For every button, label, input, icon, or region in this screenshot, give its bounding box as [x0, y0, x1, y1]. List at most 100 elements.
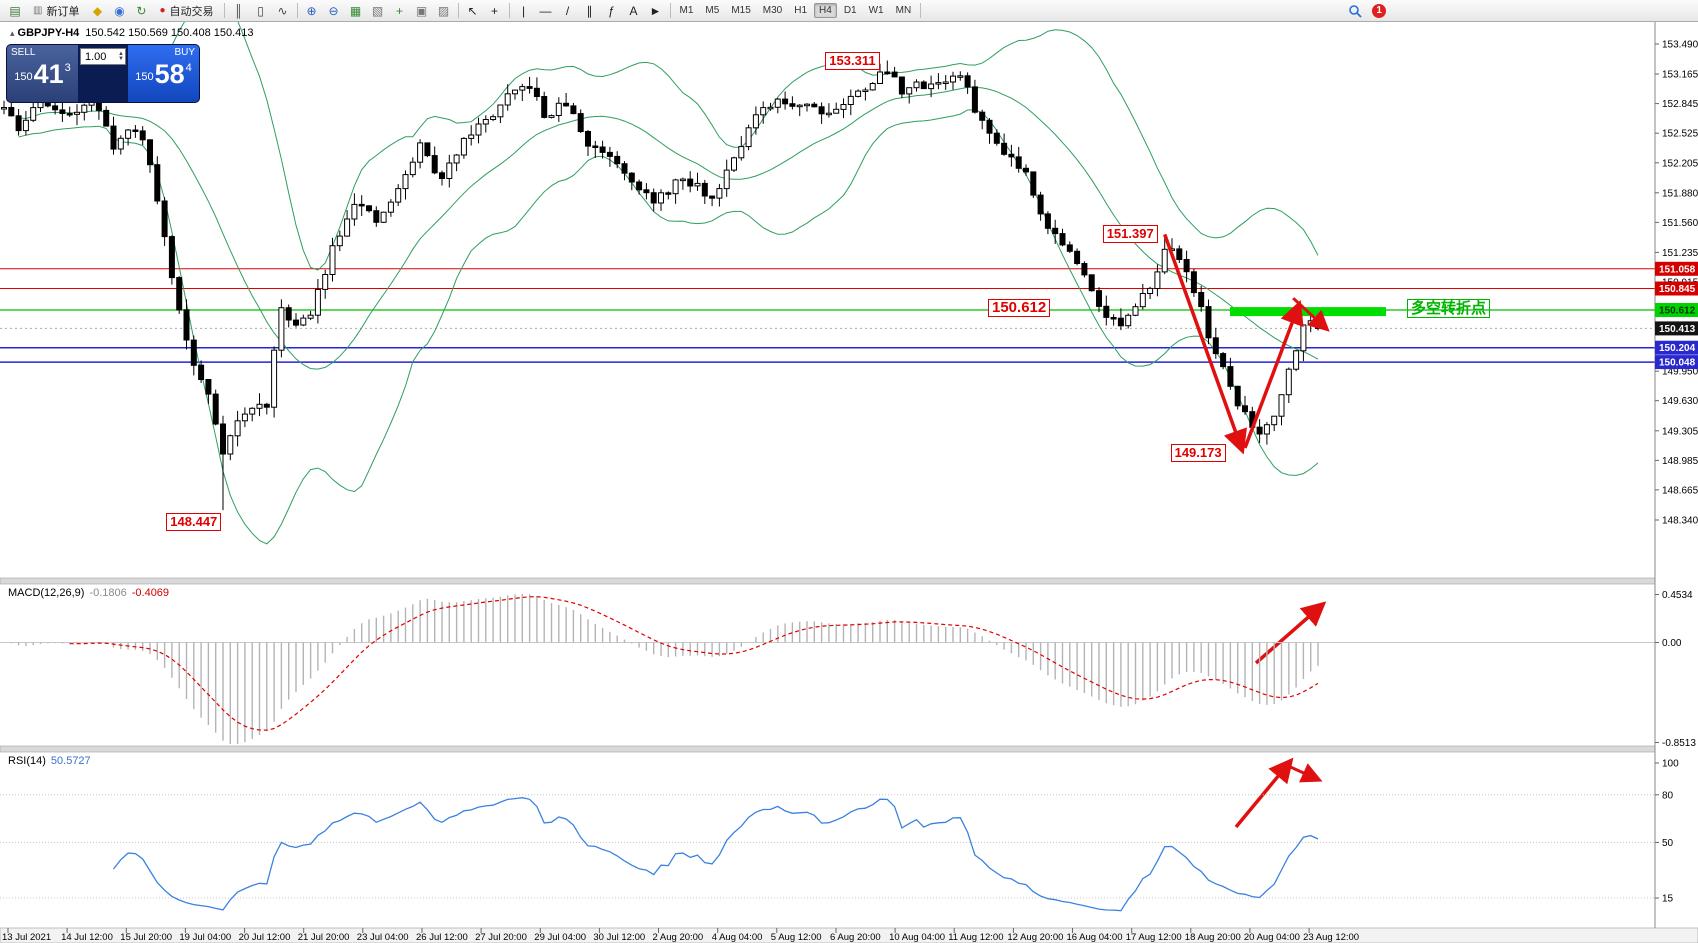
svg-text:151.235: 151.235 [1662, 248, 1698, 259]
svg-text:150.612: 150.612 [1659, 306, 1696, 317]
symbol-ohlc: 150.542 150.569 150.408 150.413 [85, 27, 254, 39]
crosshair-icon[interactable]: + [490, 3, 498, 18]
zoom-in-icon[interactable]: ⊕ [306, 3, 317, 18]
line-chart-icon[interactable]: ∿ [277, 3, 288, 18]
svg-text:11 Aug 12:00: 11 Aug 12:00 [948, 932, 1003, 943]
price-callout[interactable]: 148.447 [166, 513, 222, 531]
svg-text:148.985: 148.985 [1662, 456, 1698, 467]
svg-text:151.560: 151.560 [1662, 218, 1698, 229]
main-toolbar: ▤ ▥ 新订单 ◆ ◉ ↻ ● 自动交易 ║ ▯ ∿ ⊕ ⊖ ▦ ▧ + ▣ ▨ ↖ + | — / ∥ ƒ A ► M1 M5 M15 M… [0, 0, 1698, 22]
price-callout[interactable]: 153.311 [825, 52, 880, 70]
toolbar-separator [669, 3, 671, 18]
market-watch-icon[interactable]: ◉ [114, 3, 125, 18]
svg-text:17 Aug 12:00: 17 Aug 12:00 [1126, 932, 1182, 943]
symbol-name: GBPJPY-H4 [17, 27, 80, 39]
svg-text:149.630: 149.630 [1662, 396, 1698, 407]
toolbar-separator [508, 3, 510, 18]
svg-text:10 Aug 04:00: 10 Aug 04:00 [889, 932, 945, 943]
candlestick-icon[interactable]: ▯ [257, 3, 264, 18]
timeframe-h4[interactable]: H4 [814, 3, 837, 18]
svg-text:23 Jul 04:00: 23 Jul 04:00 [357, 932, 409, 943]
timeframe-h1[interactable]: H1 [794, 5, 808, 16]
diamond-icon[interactable]: ◆ [92, 3, 103, 18]
sell-price-big: 41 [33, 59, 64, 89]
sell-button[interactable]: SELL 150 41 3 [7, 45, 78, 102]
cascade-windows-icon[interactable]: ▧ [371, 3, 384, 18]
notification-badge[interactable]: 1 [1372, 3, 1387, 18]
volume-input[interactable]: 1.00 ▲ ▼ [80, 48, 126, 65]
svg-text:19 Jul 04:00: 19 Jul 04:00 [179, 932, 231, 943]
horizontal-line-icon[interactable]: — [539, 3, 552, 18]
svg-text:152.205: 152.205 [1662, 158, 1698, 169]
svg-text:148.665: 148.665 [1662, 485, 1698, 496]
svg-text:80: 80 [1662, 790, 1674, 801]
cursor-icon[interactable]: ↖ [467, 3, 478, 18]
periods-icon[interactable]: ▣ [415, 3, 428, 18]
svg-text:2 Aug 20:00: 2 Aug 20:00 [653, 932, 704, 943]
svg-text:150.204: 150.204 [1659, 343, 1696, 354]
refresh-icon[interactable]: ↻ [136, 3, 147, 18]
fibonacci-icon[interactable]: ƒ [608, 3, 615, 18]
volume-decrease-icon[interactable]: ▼ [118, 55, 124, 62]
trendline-icon[interactable]: / [565, 3, 570, 18]
buy-price-main: 150 [135, 71, 154, 83]
svg-text:152.845: 152.845 [1662, 99, 1698, 110]
text-icon[interactable]: A [629, 3, 638, 18]
tile-windows-icon[interactable]: ▦ [349, 3, 362, 18]
svg-text:26 Jul 12:00: 26 Jul 12:00 [416, 932, 468, 943]
sell-label: SELL [11, 47, 36, 58]
svg-text:153.490: 153.490 [1662, 40, 1698, 51]
svg-text:6 Aug 20:00: 6 Aug 20:00 [830, 932, 881, 943]
price-callout[interactable]: 151.397 [1102, 225, 1158, 243]
toolbar-separator [296, 3, 298, 18]
templates-icon[interactable]: ▨ [437, 3, 450, 18]
rsi-value: 50.5727 [50, 755, 91, 767]
svg-text:23 Aug 12:00: 23 Aug 12:00 [1303, 932, 1359, 943]
toolbar-separator [457, 3, 459, 18]
timeframe-group: M1 M5 M15 M30 H1 H4 D1 W1 MN [674, 3, 918, 18]
zoom-out-icon[interactable]: ⊖ [328, 3, 339, 18]
timeframe-d1[interactable]: D1 [843, 5, 857, 16]
svg-text:18 Aug 20:00: 18 Aug 20:00 [1185, 932, 1241, 943]
timeframe-m30[interactable]: M30 [762, 5, 783, 16]
macd-signal-value: -0.4069 [131, 587, 170, 599]
symbol-icon: ▴ [10, 28, 15, 38]
new-order-button[interactable]: ▥ 新订单 [26, 0, 86, 22]
autotrade-button[interactable]: ● 自动交易 [152, 0, 220, 22]
timeframe-w1[interactable]: W1 [868, 5, 884, 16]
turning-point-annotation[interactable]: 多空转折点 [1407, 299, 1491, 318]
chart-title: ▴ GBPJPY-H4 150.542 150.569 150.408 150.41… [10, 27, 254, 39]
price-callout[interactable]: 150.612 [988, 299, 1051, 317]
sell-price-main: 150 [14, 71, 33, 83]
volume-value: 1.00 [85, 50, 107, 63]
indicators-icon[interactable]: + [395, 3, 403, 18]
autotrade-icon: ● [159, 5, 166, 16]
svg-text:151.058: 151.058 [1659, 264, 1696, 275]
volume-increase-icon[interactable]: ▲ [118, 50, 124, 57]
buy-label: BUY [174, 47, 195, 58]
search-icon[interactable] [1344, 1, 1366, 21]
timeframe-m5[interactable]: M5 [705, 5, 720, 16]
volume-section: 1.00 ▲ ▼ [78, 45, 128, 102]
timeframe-m1[interactable]: M1 [679, 5, 694, 16]
new-chart-icon[interactable]: ▤ [9, 3, 21, 18]
timeframe-m15[interactable]: M15 [731, 5, 751, 16]
bar-chart-icon[interactable]: ║ [234, 3, 243, 18]
svg-text:152.525: 152.525 [1662, 129, 1698, 140]
arrow-tools-icon[interactable]: ► [649, 3, 662, 18]
price-callout[interactable]: 149.173 [1170, 444, 1226, 462]
new-order-icon: ▥ [33, 5, 43, 16]
svg-text:14 Jul 12:00: 14 Jul 12:00 [61, 932, 113, 943]
svg-text:27 Jul 20:00: 27 Jul 20:00 [475, 932, 527, 943]
svg-text:15 Jul 20:00: 15 Jul 20:00 [120, 932, 172, 943]
buy-button[interactable]: BUY 150 58 4 [128, 45, 199, 102]
buy-price: 150 58 4 [132, 61, 195, 88]
vertical-line-icon[interactable]: | [521, 3, 526, 18]
svg-text:150.413: 150.413 [1659, 324, 1696, 335]
channel-icon[interactable]: ∥ [586, 3, 593, 18]
new-order-button-label: 新订单 [46, 5, 80, 18]
svg-text:149.950: 149.950 [1662, 367, 1698, 378]
timeframe-mn[interactable]: MN [895, 5, 912, 16]
svg-text:13 Jul 2021: 13 Jul 2021 [2, 932, 51, 943]
